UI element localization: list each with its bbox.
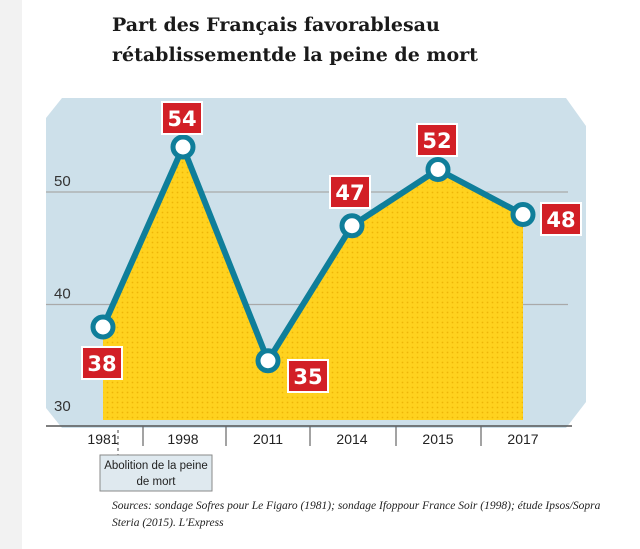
x-tick-label-2014: 2014 xyxy=(336,431,367,447)
x-tick-label-1981: 1981 xyxy=(87,431,118,447)
y-axis-ticks: 30 40 50 xyxy=(54,173,71,415)
abolition-annotation: Abolition de la peine de mort xyxy=(99,430,213,492)
svg-text:Abolition de la peine: Abolition de la peine xyxy=(104,460,208,472)
data-label-2011: 35 xyxy=(287,359,329,393)
x-tick-label-1998: 1998 xyxy=(167,431,198,447)
svg-text:52: 52 xyxy=(422,129,451,153)
svg-text:48: 48 xyxy=(546,208,575,232)
y-tick-label: 30 xyxy=(54,398,71,415)
svg-text:de mort: de mort xyxy=(137,476,177,488)
data-point-1981 xyxy=(90,314,116,340)
svg-text:54: 54 xyxy=(167,107,196,131)
data-point-1998 xyxy=(170,134,196,160)
data-labels: 38 54 35 47 52 48 xyxy=(81,101,582,393)
svg-text:47: 47 xyxy=(335,181,364,205)
x-tick-label-2015: 2015 xyxy=(422,431,453,447)
data-label-1981: 38 xyxy=(81,346,123,380)
data-label-1998: 54 xyxy=(161,101,203,135)
data-label-2017: 48 xyxy=(540,202,582,236)
y-tick-label: 40 xyxy=(54,286,71,303)
svg-text:35: 35 xyxy=(293,365,322,389)
data-label-2015: 52 xyxy=(416,123,458,157)
chart-title: Part des Français favorablesau rétabliss… xyxy=(112,14,478,66)
svg-text:38: 38 xyxy=(87,352,116,376)
data-point-2011 xyxy=(255,348,281,374)
x-tick-label-2017: 2017 xyxy=(507,431,538,447)
data-point-2017 xyxy=(510,202,536,227)
x-tick-label-2011: 2011 xyxy=(253,431,283,447)
sources-note: Sources: sondage Sofres pour Le Figaro (… xyxy=(112,500,601,529)
data-label-2014: 47 xyxy=(329,175,371,209)
data-points xyxy=(90,134,536,374)
data-point-2014 xyxy=(339,213,365,239)
y-tick-label: 50 xyxy=(54,173,71,190)
x-axis: 1981 1998 2011 2014 2015 2017 xyxy=(87,426,539,447)
data-point-2015 xyxy=(425,157,451,182)
left-margin-strip xyxy=(0,0,22,549)
series-line xyxy=(100,144,525,364)
